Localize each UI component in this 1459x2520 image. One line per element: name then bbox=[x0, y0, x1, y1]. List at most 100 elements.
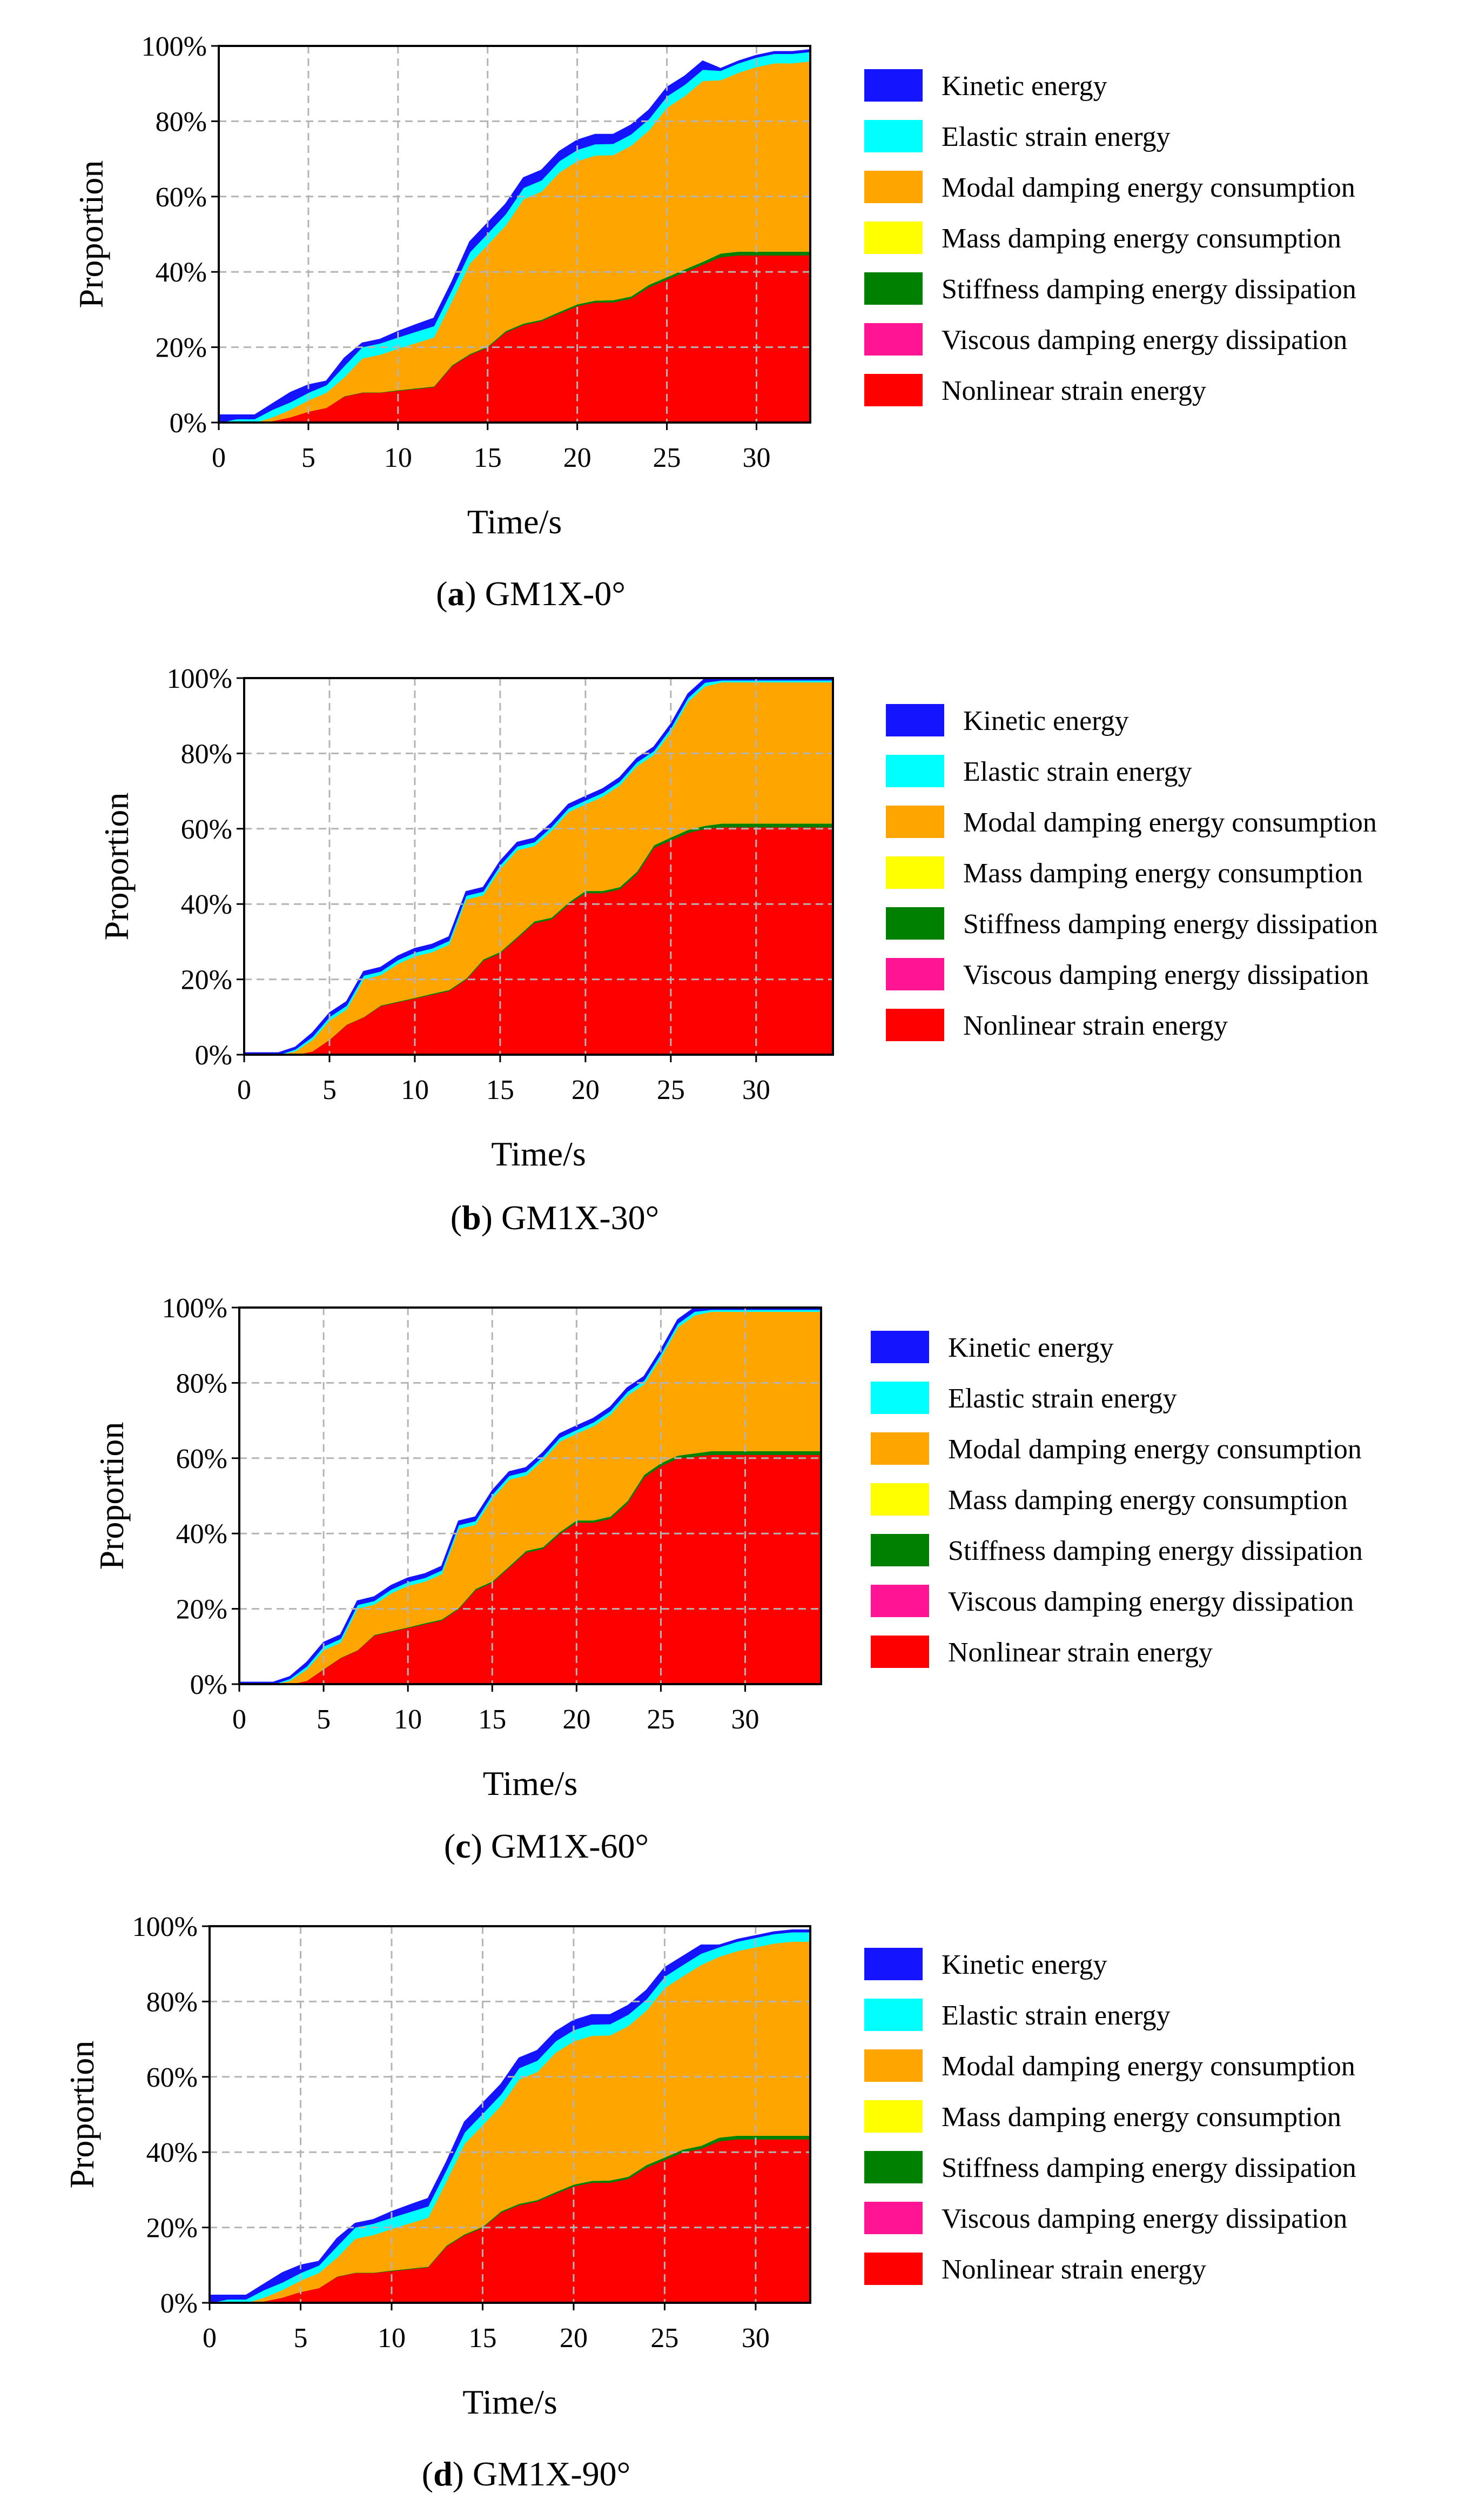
x-tick-label: 5 bbox=[301, 443, 315, 473]
legend-swatch-modal bbox=[864, 2049, 923, 2082]
x-tick-label: 0 bbox=[237, 1075, 251, 1105]
legend-label: Nonlinear strain energy bbox=[942, 2254, 1206, 2285]
y-axis-title: Proportion bbox=[92, 1422, 131, 1570]
legend-label: Modal damping energy consumption bbox=[963, 807, 1377, 838]
caption-text: GM1X-90° bbox=[464, 2455, 630, 2493]
x-tick-label: 10 bbox=[378, 2323, 406, 2354]
legend-label: Viscous damping energy dissipation bbox=[942, 325, 1347, 356]
y-axis-title: Proportion bbox=[72, 160, 110, 309]
caption-open-paren: ( bbox=[451, 1198, 462, 1237]
y-axis-title: Proportion bbox=[63, 2041, 101, 2189]
legend-swatch-kinetic bbox=[864, 69, 923, 102]
legend: Kinetic energy Elastic strain energy Modal… bbox=[864, 1948, 1356, 2285]
caption-close-paren: ) bbox=[471, 1827, 482, 1865]
legend-label: Elastic strain energy bbox=[963, 756, 1192, 787]
legend-swatch-nonlinear bbox=[864, 374, 923, 406]
y-tick-label: 0% bbox=[160, 2288, 198, 2319]
x-tick-label: 20 bbox=[560, 2323, 588, 2354]
x-axis-title: Time/s bbox=[462, 2383, 557, 2421]
x-tick-label: 0 bbox=[232, 1704, 246, 1735]
x-tick-label: 10 bbox=[384, 443, 412, 473]
legend-swatch-kinetic bbox=[864, 1948, 923, 1980]
y-tick-label: 100% bbox=[167, 663, 232, 694]
caption-close-paren: ) bbox=[465, 574, 476, 613]
y-tick-label: 60% bbox=[176, 1444, 227, 1475]
x-tick-label: 5 bbox=[322, 1075, 337, 1105]
y-tick-label: 0% bbox=[195, 1040, 232, 1071]
legend-swatch-elastic bbox=[871, 1382, 929, 1414]
y-tick-label: 40% bbox=[176, 1519, 227, 1550]
y-tick-label: 20% bbox=[156, 333, 207, 364]
x-tick-label: 20 bbox=[572, 1075, 600, 1105]
legend-swatch-elastic bbox=[886, 755, 944, 787]
y-tick-label: 0% bbox=[170, 408, 207, 439]
caption-text: GM1X-0° bbox=[476, 574, 626, 613]
legend-label: Modal damping energy consumption bbox=[948, 1434, 1362, 1465]
x-tick-label: 15 bbox=[468, 2323, 496, 2354]
x-axis-title: Time/s bbox=[491, 1135, 586, 1173]
x-tick-label: 10 bbox=[394, 1704, 422, 1735]
legend-swatch-viscous bbox=[864, 2202, 923, 2234]
legend-swatch-mass bbox=[864, 2100, 923, 2133]
legend-swatch-viscous bbox=[871, 1585, 929, 1617]
x-tick-label: 25 bbox=[647, 1704, 675, 1735]
legend-swatch-modal bbox=[886, 806, 944, 838]
legend-label: Mass damping energy consumption bbox=[942, 2102, 1341, 2133]
legend-swatch-stiffness bbox=[864, 272, 923, 305]
legend-label: Elastic strain energy bbox=[942, 2000, 1171, 2031]
y-tick-label: 100% bbox=[132, 1912, 198, 1942]
y-tick-label: 80% bbox=[176, 1368, 227, 1399]
legend-label: Nonlinear strain energy bbox=[948, 1637, 1213, 1668]
legend-swatch-stiffness bbox=[864, 2151, 923, 2183]
chart-panel-d: 0% 20% 40% 60% 80% 100% 0 5 10 15 20 25 30 Time/s Prop… bbox=[63, 1912, 1356, 2493]
legend-label: Stiffness damping energy dissipation bbox=[942, 274, 1356, 305]
plot-frame bbox=[238, 1306, 822, 1685]
legend-swatch-nonlinear bbox=[871, 1636, 929, 1668]
legend-label: Modal damping energy consumption bbox=[942, 172, 1355, 203]
legend-label: Nonlinear strain energy bbox=[942, 376, 1206, 406]
legend-label: Viscous damping energy dissipation bbox=[963, 960, 1369, 990]
y-tick-label: 100% bbox=[162, 1293, 227, 1324]
y-tick-label: 40% bbox=[156, 257, 207, 288]
legend-label: Mass damping energy consumption bbox=[963, 858, 1363, 889]
chart-panel-a: 0% 20% 40% 60% 80% 100% 0 5 10 15 20 25 30 Time/s Prop… bbox=[72, 31, 1356, 613]
x-tick-label: 25 bbox=[657, 1075, 685, 1105]
y-tick-label: 80% bbox=[181, 739, 232, 769]
x-tick-label: 20 bbox=[563, 443, 591, 473]
caption-close-paren: ) bbox=[453, 2455, 464, 2493]
legend-label: Nonlinear strain energy bbox=[963, 1010, 1228, 1041]
caption-text: GM1X-60° bbox=[482, 1827, 649, 1865]
caption-letter: d bbox=[433, 2455, 453, 2493]
x-tick-label: 0 bbox=[212, 443, 226, 473]
y-tick-label: 100% bbox=[142, 31, 207, 62]
y-tick-label: 20% bbox=[181, 965, 232, 996]
legend-swatch-mass bbox=[871, 1483, 929, 1516]
legend-swatch-elastic bbox=[864, 120, 923, 152]
caption-open-paren: ( bbox=[436, 574, 447, 613]
panel-caption: (c) GM1X-60° bbox=[444, 1827, 649, 1865]
plot-frame bbox=[243, 677, 834, 1056]
y-tick-label: 60% bbox=[156, 182, 207, 213]
x-tick-label: 30 bbox=[742, 443, 770, 473]
panel-caption: (d) GM1X-90° bbox=[422, 2455, 630, 2493]
legend-swatch-kinetic bbox=[886, 704, 944, 736]
legend-swatch-nonlinear bbox=[886, 1009, 944, 1041]
legend-label: Kinetic energy bbox=[963, 706, 1129, 736]
legend-label: Kinetic energy bbox=[942, 1949, 1107, 1980]
x-tick-label: 0 bbox=[203, 2323, 217, 2354]
legend-swatch-kinetic bbox=[871, 1331, 929, 1363]
legend-label: Stiffness damping energy dissipation bbox=[942, 2153, 1356, 2183]
legend-swatch-modal bbox=[871, 1432, 929, 1465]
y-tick-label: 40% bbox=[146, 2137, 198, 2168]
legend-label: Modal damping energy consumption bbox=[942, 2051, 1355, 2082]
x-tick-label: 30 bbox=[742, 2323, 770, 2354]
legend-label: Viscous damping energy dissipation bbox=[942, 2203, 1347, 2234]
y-tick-label: 60% bbox=[146, 2062, 198, 2093]
x-tick-label: 30 bbox=[731, 1704, 759, 1735]
legend-swatch-nonlinear bbox=[864, 2253, 923, 2285]
legend-label: Mass damping energy consumption bbox=[948, 1485, 1348, 1516]
x-axis-title: Time/s bbox=[483, 1764, 578, 1802]
x-tick-label: 25 bbox=[653, 443, 681, 473]
legend: Kinetic energy Elastic strain energy Modal… bbox=[871, 1331, 1363, 1668]
